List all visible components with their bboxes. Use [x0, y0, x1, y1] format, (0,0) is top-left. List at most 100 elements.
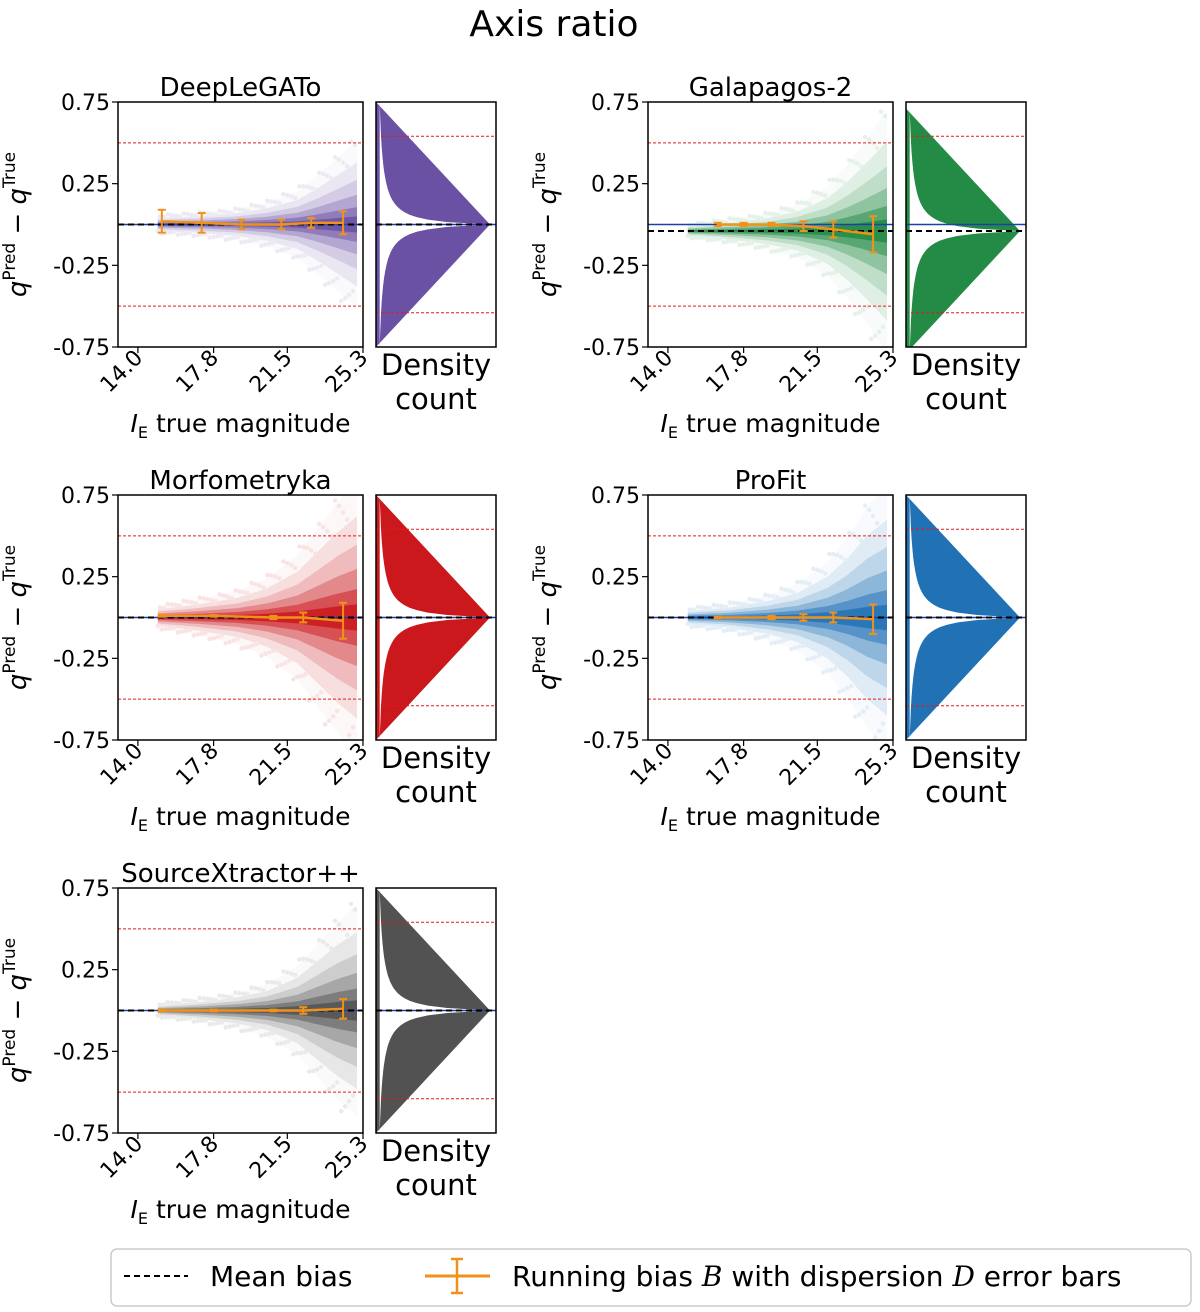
- scatter-point: [293, 195, 298, 201]
- scatter-point: [769, 641, 774, 646]
- scatter-point: [711, 218, 716, 223]
- scatter-point: [827, 551, 832, 557]
- scatter-point: [332, 918, 338, 923]
- legend-d-symbol: D: [951, 1260, 974, 1293]
- legend-b-symbol: B: [701, 1260, 723, 1293]
- scatter-point: [837, 290, 842, 295]
- y-label-minus: −: [533, 204, 563, 242]
- scatter-point: [253, 986, 258, 991]
- scatter-point: [277, 981, 282, 986]
- scatter-point: [323, 282, 328, 287]
- scatter-point: [350, 288, 356, 294]
- main-axes-frame: [647, 494, 894, 741]
- y-tick-label: 0.25: [61, 566, 110, 591]
- scatter-point: [287, 658, 292, 663]
- running-bias-errorbar: [269, 1008, 278, 1013]
- scatter-point: [829, 271, 834, 276]
- scatter-point: [217, 208, 222, 213]
- scatter-point: [193, 213, 198, 218]
- scatter-point: [229, 596, 234, 601]
- scatter-point: [330, 278, 336, 284]
- scatter-point: [767, 211, 772, 216]
- running-bias-line: [717, 223, 874, 236]
- scatter-point: [328, 533, 334, 539]
- scatter-point: [171, 1014, 176, 1019]
- scatter-point: [295, 1050, 300, 1056]
- scatter-point: [699, 605, 704, 610]
- scatter-point: [860, 307, 866, 313]
- scatter-point: [275, 249, 280, 254]
- scatter-point: [181, 211, 186, 216]
- scatter-point: [267, 1031, 272, 1037]
- scatter-point: [187, 627, 192, 633]
- x-label-symbol: I: [131, 409, 138, 438]
- scatter-point: [271, 1031, 276, 1036]
- scatter-point: [211, 234, 216, 240]
- scatter-point: [771, 212, 776, 217]
- scatter-point: [849, 683, 854, 689]
- scatter-point: [279, 662, 284, 668]
- scatter-point: [219, 233, 224, 238]
- scatter-point: [309, 548, 314, 553]
- y-axis-label: qPred − qTrue: [0, 938, 33, 1083]
- scatter-point: [289, 563, 294, 568]
- scatter-point: [209, 598, 214, 603]
- scatter-point: [731, 216, 736, 221]
- scatter-point: [317, 170, 322, 175]
- scatter-point: [711, 602, 716, 607]
- scatter-point: [851, 159, 856, 164]
- scatter-point: [334, 1080, 340, 1085]
- scatter-point: [866, 137, 872, 142]
- scatter-point: [191, 633, 196, 638]
- scatter-point: [785, 246, 790, 251]
- scatter-point: [321, 524, 326, 530]
- scatter-point: [847, 158, 852, 163]
- scatter-point: [177, 603, 182, 608]
- scatter-point: [301, 184, 306, 189]
- scatter-point: [265, 198, 270, 203]
- scatter-point: [783, 206, 788, 211]
- scatter-point: [330, 714, 336, 719]
- scatter-point: [235, 1022, 240, 1028]
- scatter-point: [163, 626, 168, 632]
- scatter-point: [346, 732, 352, 738]
- scatter-point: [255, 1025, 260, 1031]
- scatter-point: [247, 644, 252, 649]
- x-label-symbol: I: [131, 1195, 138, 1224]
- scatter-point: [155, 623, 160, 628]
- scatter-point: [303, 672, 308, 677]
- scatter-point: [259, 1033, 264, 1038]
- scatter-point: [239, 646, 244, 651]
- scatter-point: [237, 589, 242, 594]
- scatter-point: [173, 213, 178, 218]
- scatter-point: [167, 230, 172, 235]
- y-label-q: q: [3, 1067, 33, 1084]
- y-tick-label: 0.25: [591, 566, 640, 591]
- scatter-point: [839, 554, 844, 560]
- x-label-text: true magnitude: [678, 802, 880, 831]
- scatter-point: [829, 667, 834, 673]
- scatter-point: [819, 569, 824, 574]
- scatter-point: [245, 208, 250, 213]
- scatter-point: [348, 901, 354, 907]
- scatter-point: [781, 638, 786, 643]
- scatter-point: [815, 567, 820, 572]
- scatter-point: [849, 286, 854, 291]
- scatter-point: [872, 735, 878, 740]
- running-bias-errorbar: [157, 208, 166, 234]
- scatter-point: [353, 485, 357, 489]
- scatter-point: [841, 289, 846, 294]
- scatter-point: [213, 599, 218, 604]
- scatter-point: [775, 212, 780, 218]
- scatter-point: [163, 1015, 168, 1020]
- scatter-point: [255, 237, 260, 242]
- x-axis-label: IE true magnitude: [131, 1195, 351, 1228]
- y-label-pred: Pred: [0, 1029, 20, 1067]
- scatter-point: [701, 623, 706, 628]
- scatter-point: [823, 193, 828, 198]
- scatter-point: [801, 251, 806, 256]
- scatter-point: [229, 211, 234, 216]
- scatter-point: [223, 1025, 228, 1030]
- scatter-point: [221, 209, 226, 214]
